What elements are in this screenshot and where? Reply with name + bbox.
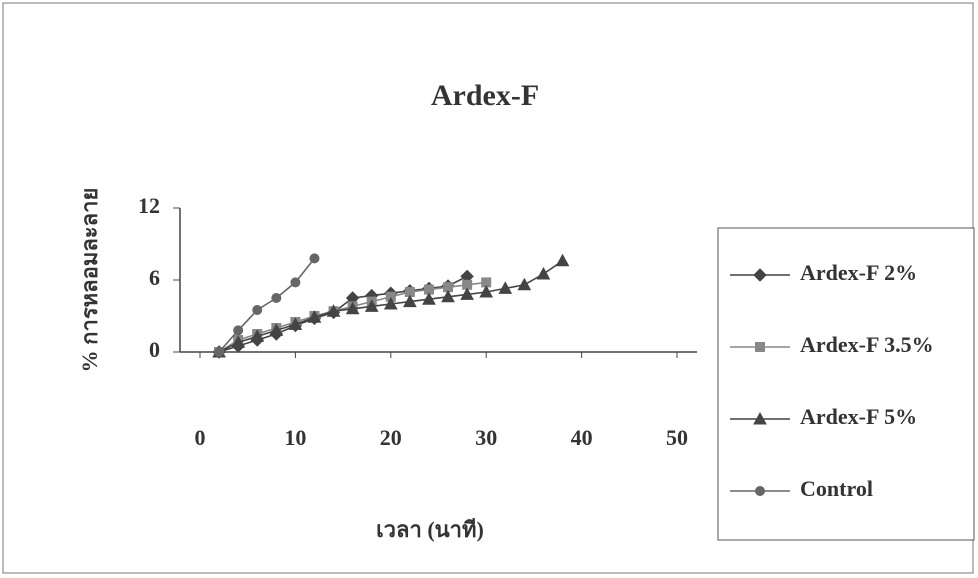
x-tick-label: 40 bbox=[571, 425, 593, 450]
legend-label: Ardex-F 2% bbox=[800, 260, 917, 285]
marker bbox=[557, 255, 569, 266]
marker bbox=[756, 487, 765, 496]
marker bbox=[253, 306, 262, 315]
marker bbox=[291, 278, 300, 287]
x-tick-label: 10 bbox=[284, 425, 306, 450]
legend-label: Ardex-F 5% bbox=[800, 404, 917, 429]
marker bbox=[272, 294, 281, 303]
marker bbox=[518, 279, 530, 290]
marker bbox=[310, 254, 319, 263]
y-tick-label: 6 bbox=[149, 265, 160, 290]
x-tick-label: 30 bbox=[475, 425, 497, 450]
x-axis-label: เวลา (นาที) bbox=[376, 517, 484, 542]
marker bbox=[234, 326, 243, 335]
x-tick-label: 20 bbox=[380, 425, 402, 450]
legend-label: Control bbox=[800, 476, 873, 501]
legend-label: Ardex-F 3.5% bbox=[800, 332, 934, 357]
marker bbox=[215, 348, 224, 357]
y-axis-label: % การหลอมละลาย bbox=[77, 188, 102, 373]
chart: Ardex-F เวลา (นาที) % การหลอมละลาย 0 6 12 0… bbox=[0, 0, 978, 578]
marker bbox=[756, 343, 765, 352]
x-tick-label: 50 bbox=[666, 425, 688, 450]
y-tick-label: 12 bbox=[138, 193, 160, 218]
chart-title: Ardex-F bbox=[431, 79, 539, 112]
x-tick-label: 0 bbox=[195, 425, 206, 450]
marker bbox=[537, 268, 549, 279]
y-tick-label: 0 bbox=[149, 337, 160, 362]
